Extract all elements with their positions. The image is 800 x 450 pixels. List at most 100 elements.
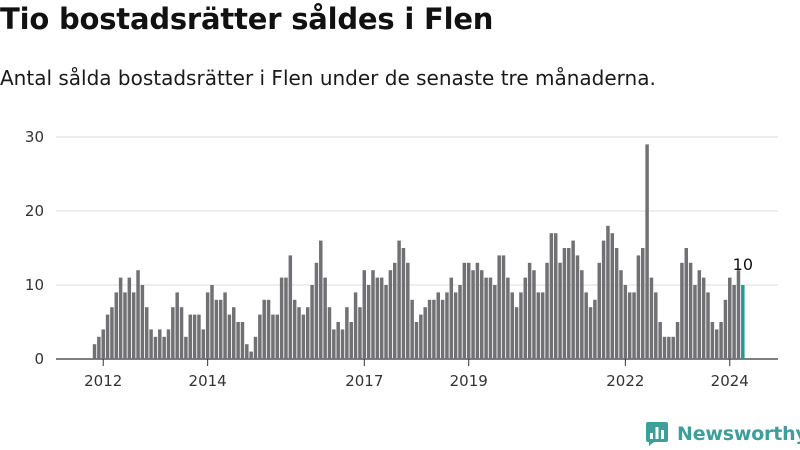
brand-name: Newsworthy <box>677 423 800 445</box>
bar <box>279 277 284 359</box>
bar <box>606 225 610 359</box>
bar <box>506 277 510 359</box>
bar <box>292 299 297 359</box>
bar <box>240 322 245 359</box>
bar <box>345 307 349 359</box>
bar <box>471 270 475 359</box>
bar <box>158 329 162 359</box>
bar <box>131 292 136 359</box>
bar <box>662 336 667 359</box>
bar <box>388 270 393 359</box>
bar <box>184 336 188 359</box>
bar <box>701 277 706 359</box>
bar <box>553 233 558 359</box>
bar <box>440 299 445 359</box>
bar <box>384 285 388 359</box>
bar <box>340 329 345 359</box>
bar <box>214 299 219 359</box>
x-tick-label: 2019 <box>450 372 488 390</box>
bar <box>580 270 584 359</box>
bar <box>667 336 671 359</box>
bar <box>349 322 353 359</box>
bar <box>658 322 662 359</box>
bar <box>632 292 636 359</box>
bar <box>410 299 414 359</box>
bar <box>480 270 484 359</box>
bar <box>266 299 271 359</box>
y-tick-label: 10 <box>25 276 44 294</box>
bar <box>393 262 397 359</box>
bar <box>697 270 702 359</box>
y-tick-label: 30 <box>25 128 44 146</box>
bar <box>645 144 649 359</box>
bar <box>527 262 532 359</box>
bar <box>497 255 501 359</box>
chart-subtitle: Antal sålda bostadsrätter i Flen under d… <box>0 66 656 90</box>
bar <box>614 248 619 359</box>
x-axis-ticks: 2012 2014 2017 2019 2022 2024 <box>84 359 749 390</box>
bar <box>488 277 493 359</box>
bar <box>728 277 732 359</box>
x-tick-label: 2022 <box>606 372 644 390</box>
bar <box>253 336 258 359</box>
bar <box>118 277 123 359</box>
bars <box>92 144 745 359</box>
bar <box>110 307 114 359</box>
bar <box>162 336 166 359</box>
bar-highlight <box>741 285 745 359</box>
bar <box>545 262 549 359</box>
bar <box>375 277 380 359</box>
bar <box>619 270 623 359</box>
bar <box>123 292 127 359</box>
bar <box>153 336 158 359</box>
bar <box>419 314 423 359</box>
chart-title: Tio bostadsrätter såldes i Flen <box>0 2 494 36</box>
bar <box>179 307 184 359</box>
bar <box>249 351 253 359</box>
bar <box>636 255 641 359</box>
x-tick-label: 2012 <box>84 372 122 390</box>
bar <box>223 292 227 359</box>
bar <box>319 240 323 359</box>
bar <box>166 329 171 359</box>
bar <box>301 314 306 359</box>
bar <box>475 262 480 359</box>
bar <box>271 314 275 359</box>
bar <box>323 277 327 359</box>
bar <box>714 329 719 359</box>
bar <box>562 248 567 359</box>
bar <box>114 292 119 359</box>
bar <box>175 292 179 359</box>
bar <box>484 277 488 359</box>
bar <box>675 322 680 359</box>
bar <box>362 270 367 359</box>
newsworthy-logo: Newsworthy <box>645 421 800 447</box>
data-labels: 10 <box>733 255 753 274</box>
bar <box>684 248 688 359</box>
x-tick-label: 2017 <box>345 372 383 390</box>
bar <box>366 285 371 359</box>
bar <box>379 277 384 359</box>
bar <box>332 329 336 359</box>
bar <box>201 329 206 359</box>
bar <box>171 307 175 359</box>
bar <box>305 307 310 359</box>
bar <box>680 262 684 359</box>
bar <box>540 292 545 359</box>
bar <box>453 292 458 359</box>
bar <box>192 314 197 359</box>
bar <box>218 299 223 359</box>
bar <box>571 240 575 359</box>
bar <box>575 255 580 359</box>
bar <box>458 285 462 359</box>
bar <box>567 248 571 359</box>
bar <box>401 248 406 359</box>
bar <box>149 329 153 359</box>
highlight-value-label: 10 <box>733 255 753 274</box>
bar <box>406 262 410 359</box>
newsworthy-logo-icon <box>646 422 668 446</box>
bar <box>736 270 741 359</box>
bar <box>92 344 97 359</box>
bar <box>514 307 519 359</box>
